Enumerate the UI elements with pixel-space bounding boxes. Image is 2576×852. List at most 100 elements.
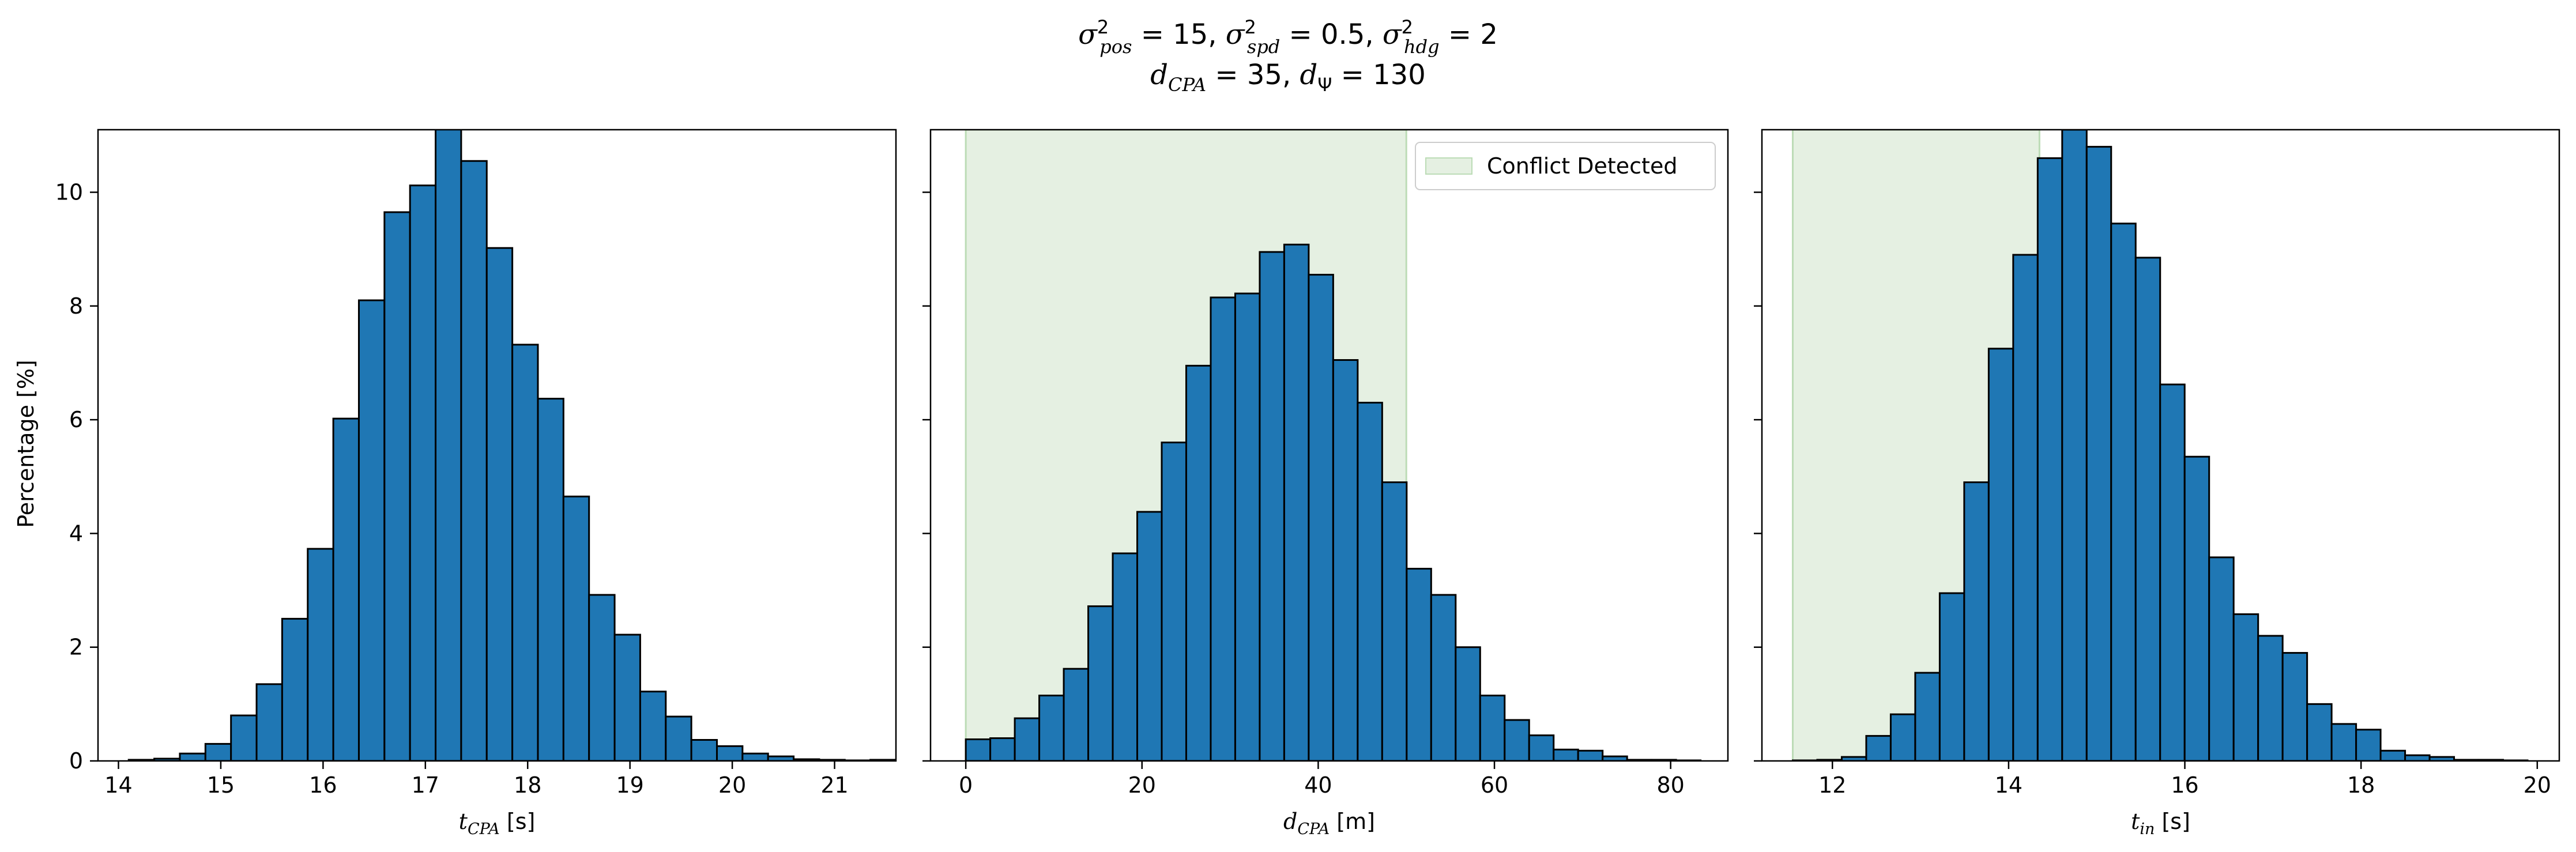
histogram-bar <box>2232 613 2259 761</box>
histogram-bar <box>2061 130 2088 761</box>
x-axis-label: tin [s] <box>2131 809 2190 838</box>
histogram-bar <box>1553 748 1579 761</box>
axes-frame <box>929 129 1729 762</box>
histogram-bar <box>2208 556 2235 761</box>
histogram-bar <box>2355 729 2382 761</box>
y-tick-label: 4 <box>69 521 83 546</box>
histogram-bar <box>281 617 309 761</box>
histogram-bar <box>2306 703 2333 761</box>
histogram-bar <box>2404 754 2431 761</box>
histogram-bar <box>2257 635 2284 761</box>
axes-frame <box>97 129 897 762</box>
histogram-bar <box>2012 254 2039 761</box>
panel-tin: 12 14 16 18 20 tin [s] <box>1754 129 2560 838</box>
y-tick-label: 10 <box>55 180 83 205</box>
histogram-bar <box>1577 749 1604 761</box>
histogram-bar <box>460 160 488 761</box>
x-tick-label: 17 <box>412 772 439 798</box>
x-tick-label: 21 <box>820 772 848 798</box>
histogram-bar <box>1528 734 1555 761</box>
panel-dcpa: 0 20 40 60 80 dCPA [m] Conflict Detected <box>922 129 1729 838</box>
plot-area <box>127 130 896 761</box>
histogram-bar <box>2036 157 2063 761</box>
x-tick-label: 16 <box>2171 772 2198 798</box>
histogram-bar <box>1112 552 1139 761</box>
histogram-bar <box>179 752 206 761</box>
histogram-bar <box>715 745 744 761</box>
histogram-bar <box>1479 695 1506 761</box>
y-tick-label: 6 <box>69 407 83 432</box>
x-tick-label: 12 <box>1818 772 1846 798</box>
histogram-bar <box>511 344 539 761</box>
histogram-bar <box>230 714 258 761</box>
y-axis-label: Percentage [%] <box>13 360 39 528</box>
x-tick-label: 14 <box>1995 772 2023 798</box>
histogram-bar <box>1602 755 1628 761</box>
legend-label: Conflict Detected <box>1487 153 1677 179</box>
histogram-bar <box>1038 695 1065 761</box>
histogram-bar <box>1938 592 1965 761</box>
histogram-bar <box>1455 646 1481 761</box>
histogram-bar <box>204 742 232 761</box>
histogram-bar <box>562 495 590 761</box>
x-tick-label: 60 <box>1481 772 1508 798</box>
histogram-bar <box>383 211 411 761</box>
histogram-bar <box>1332 359 1359 761</box>
y-tick-label: 2 <box>69 635 83 660</box>
x-axis-label: tCPA [s] <box>459 809 536 838</box>
histogram-bar <box>1865 735 1892 761</box>
histogram-bar <box>1210 296 1236 761</box>
histogram-bar <box>1504 719 1530 761</box>
histogram-bar <box>665 715 692 761</box>
histogram-bar <box>1136 511 1163 761</box>
histogram-bar <box>690 739 718 761</box>
legend: Conflict Detected <box>1415 142 1716 190</box>
plot-area <box>1791 130 2529 761</box>
x-tick-label: 16 <box>309 772 337 798</box>
histogram-bar <box>2183 455 2210 761</box>
plot-area <box>965 130 1702 761</box>
legend-swatch <box>1425 157 1472 175</box>
histogram-bar <box>2379 749 2406 761</box>
histogram-bar <box>409 184 437 761</box>
histogram-bar <box>485 247 514 761</box>
histogram-bar <box>357 299 386 761</box>
histogram-bar <box>2134 257 2161 761</box>
x-tick-label: 14 <box>104 772 132 798</box>
x-tick-label: 80 <box>1656 772 1684 798</box>
histogram-bar <box>307 548 334 761</box>
x-tick-label: 20 <box>1128 772 1156 798</box>
histogram-bar <box>1357 402 1383 761</box>
histogram-bar <box>332 417 360 761</box>
histogram-bar <box>1185 364 1212 761</box>
histogram-bar <box>2110 223 2137 761</box>
histogram-bar <box>1259 251 1285 761</box>
histogram-bar <box>741 752 769 761</box>
histogram-bar <box>2281 652 2308 761</box>
x-tick-label: 0 <box>959 772 973 798</box>
title-line-1: σ2 pos = 15, σ2 spd = 0.5, σ2 hdg = 2 <box>1078 16 1498 58</box>
histogram-bar <box>2085 146 2112 761</box>
x-tick-label: 18 <box>514 772 541 798</box>
histogram-bar <box>588 594 616 761</box>
histogram-bar <box>537 398 564 761</box>
histogram-bar <box>435 130 462 761</box>
histogram-bar <box>1161 442 1187 761</box>
panel-tcpa: 14 15 16 17 18 19 20 21 0 2 4 6 8 10 tCPA [s] <box>55 129 897 838</box>
histogram-bar <box>1963 481 1990 761</box>
histogram-bar <box>1234 292 1261 761</box>
title-line-2: dCPA = 35, dΨ = 130 <box>1150 59 1426 96</box>
histogram-bar <box>1381 481 1408 761</box>
histogram-bar <box>989 737 1016 761</box>
histogram-bar <box>1283 243 1310 761</box>
x-axis-label: dCPA [m] <box>1283 809 1375 838</box>
histogram-bar <box>2330 723 2357 761</box>
axes-frame <box>1761 129 2560 762</box>
histogram-bar <box>639 691 667 761</box>
histogram-bar <box>613 634 641 761</box>
x-tick-label: 20 <box>2524 772 2551 798</box>
legend-box <box>1415 142 1716 190</box>
histogram-bar <box>1063 668 1090 761</box>
histogram-bar <box>1087 605 1114 761</box>
figure-title: σ2 pos = 15, σ2 spd = 0.5, σ2 hdg = 2 dCPA … <box>1078 16 1498 96</box>
